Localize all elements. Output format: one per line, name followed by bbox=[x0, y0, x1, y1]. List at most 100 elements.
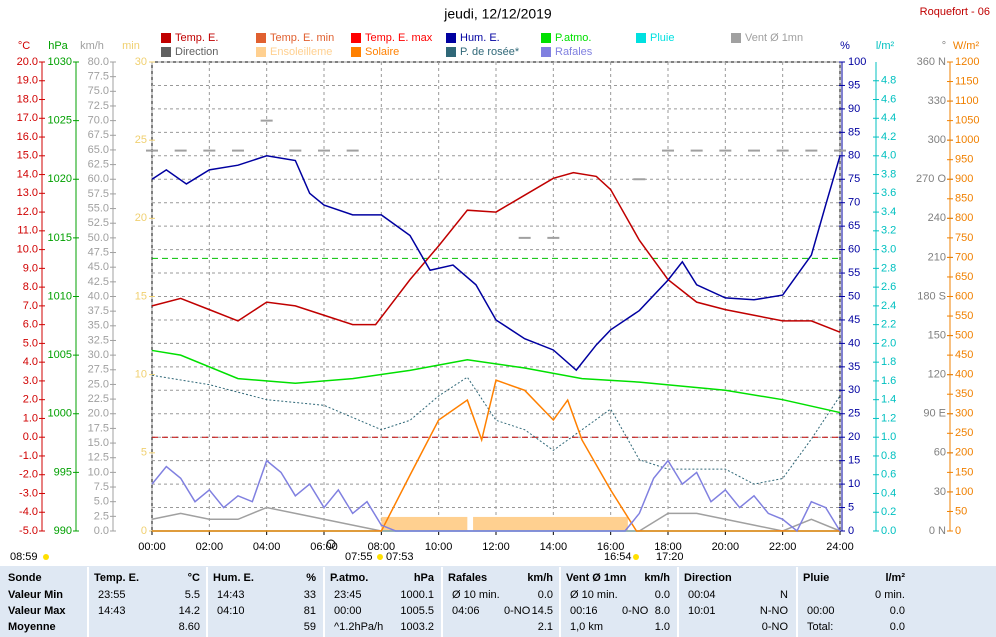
y-tick-label: 700 bbox=[955, 251, 973, 263]
legend-swatch bbox=[541, 33, 551, 43]
table-cell: 00:04 bbox=[688, 589, 716, 601]
y-tick-label: 60.0 bbox=[88, 173, 109, 185]
x-tick-label: 12:00 bbox=[482, 541, 510, 553]
series-line bbox=[151, 459, 841, 533]
y-tick-label: 350 bbox=[955, 388, 973, 400]
y-tick-label: 950 bbox=[955, 154, 973, 166]
y-tick-label: 35 bbox=[848, 361, 860, 373]
table-header: Pluie bbox=[803, 572, 829, 584]
y-tick-label: 70 bbox=[848, 197, 860, 209]
y-tick-label: 27.5 bbox=[88, 364, 109, 376]
y-tick-label: 200 bbox=[955, 447, 973, 459]
legend-label: Solaire bbox=[365, 46, 399, 58]
y-tick-label: 55 bbox=[848, 267, 860, 279]
y-tick-label: 80.0 bbox=[88, 56, 109, 68]
y-tick-label: 4.8 bbox=[881, 75, 896, 87]
table-cell: 1000.1 bbox=[400, 589, 434, 601]
x-tick-label: 00:00 bbox=[138, 541, 166, 553]
legend-swatch bbox=[636, 33, 646, 43]
table-cell: 81 bbox=[304, 605, 316, 617]
y-tick-label: 330 bbox=[928, 95, 946, 107]
y-tick-label: 0.0 bbox=[23, 431, 38, 443]
y-tick-label: 20 bbox=[848, 431, 860, 443]
y-tick-label: 1200 bbox=[955, 56, 979, 68]
table-header-unit: °C bbox=[188, 572, 200, 584]
y-tick-label: 60 bbox=[934, 447, 946, 459]
y-tick-label: 10 bbox=[135, 369, 147, 381]
y-tick-label: 12.0 bbox=[17, 206, 38, 218]
table-cell: 5.5 bbox=[185, 589, 200, 601]
y-tick-label: 2.5 bbox=[94, 510, 109, 522]
y-tick-label: 5.0 bbox=[94, 496, 109, 508]
y-tick-label: 62.5 bbox=[88, 159, 109, 171]
legend-label: Rafales bbox=[555, 46, 593, 58]
y-tick-label: 18.0 bbox=[17, 93, 38, 105]
legend-swatch bbox=[446, 33, 456, 43]
axis-unit: min bbox=[122, 40, 140, 52]
y-tick-label: 550 bbox=[955, 310, 973, 322]
y-tick-label: 17.0 bbox=[17, 112, 38, 124]
table-cell: 59 bbox=[304, 621, 316, 633]
y-tick-label: 13.0 bbox=[17, 187, 38, 199]
y-tick-label: 6.0 bbox=[23, 319, 38, 331]
y-tick-label: 75.0 bbox=[88, 85, 109, 97]
y-tick-label: 500 bbox=[955, 329, 973, 341]
row-label: Moyenne bbox=[8, 621, 56, 633]
legend-swatch bbox=[161, 47, 171, 57]
legend-swatch bbox=[256, 47, 266, 57]
y-tick-label: 1010 bbox=[48, 290, 72, 302]
y-tick-label: 10.0 bbox=[88, 466, 109, 478]
y-tick-label: 1150 bbox=[955, 75, 979, 87]
sunshine-bar bbox=[381, 516, 468, 531]
table-header: Hum. E. bbox=[213, 572, 254, 584]
time-label: 07:55 bbox=[345, 551, 373, 563]
y-tick-label: 600 bbox=[955, 290, 973, 302]
y-tick-label: 75 bbox=[848, 173, 860, 185]
y-tick-label: 50.0 bbox=[88, 232, 109, 244]
table-cell: 0.0 bbox=[890, 621, 905, 633]
y-tick-label: 52.5 bbox=[88, 217, 109, 229]
y-tick-label: 77.5 bbox=[88, 71, 109, 83]
table-header-unit: km/h bbox=[527, 572, 553, 584]
y-tick-label: 1.2 bbox=[881, 412, 896, 424]
y-tick-label: 11.0 bbox=[17, 225, 38, 237]
moon-icon bbox=[326, 539, 336, 549]
y-tick-label: 70.0 bbox=[88, 115, 109, 127]
time-label: 17:20 bbox=[656, 551, 684, 563]
y-tick-label: 8.0 bbox=[23, 281, 38, 293]
series-line bbox=[152, 379, 840, 532]
table-cell: 14.2 bbox=[179, 605, 200, 617]
y-tick-label: 995 bbox=[54, 466, 72, 478]
series-line bbox=[151, 349, 841, 414]
legend-swatch bbox=[446, 47, 456, 57]
y-tick-label: 650 bbox=[955, 271, 973, 283]
y-tick-label: 0 bbox=[141, 525, 147, 537]
legend-label: Hum. E. bbox=[460, 32, 500, 44]
y-tick-label: 30.0 bbox=[88, 349, 109, 361]
table-cell: Total: bbox=[807, 621, 833, 633]
y-tick-label: 25 bbox=[135, 134, 147, 146]
y-tick-label: 120 bbox=[928, 369, 946, 381]
y-tick-label: 15.0 bbox=[17, 150, 38, 162]
y-tick-label: 1.6 bbox=[881, 375, 896, 387]
sun-icon bbox=[43, 554, 49, 560]
y-tick-label: 55.0 bbox=[88, 202, 109, 214]
legend-swatch bbox=[256, 33, 266, 43]
y-tick-label: 1030 bbox=[48, 56, 72, 68]
table-header: Sonde bbox=[8, 572, 42, 584]
y-tick-label: 40 bbox=[848, 337, 860, 349]
y-tick-label: 3.4 bbox=[881, 206, 896, 218]
y-tick-label: 5.0 bbox=[23, 337, 38, 349]
y-tick-label: 100 bbox=[955, 486, 973, 498]
table-cell: 04:06 bbox=[452, 605, 480, 617]
y-tick-label: 57.5 bbox=[88, 188, 109, 200]
y-tick-label: 4.4 bbox=[881, 112, 896, 124]
y-tick-label: 25.0 bbox=[88, 378, 109, 390]
y-tick-label: 5 bbox=[848, 501, 854, 513]
y-tick-label: -4.0 bbox=[19, 506, 38, 518]
y-tick-label: 2.0 bbox=[23, 394, 38, 406]
x-tick-label: 18:00 bbox=[654, 541, 682, 553]
y-tick-label: 4.0 bbox=[881, 150, 896, 162]
legend-label: P.atmo. bbox=[555, 32, 592, 44]
y-tick-label: 4.0 bbox=[23, 356, 38, 368]
